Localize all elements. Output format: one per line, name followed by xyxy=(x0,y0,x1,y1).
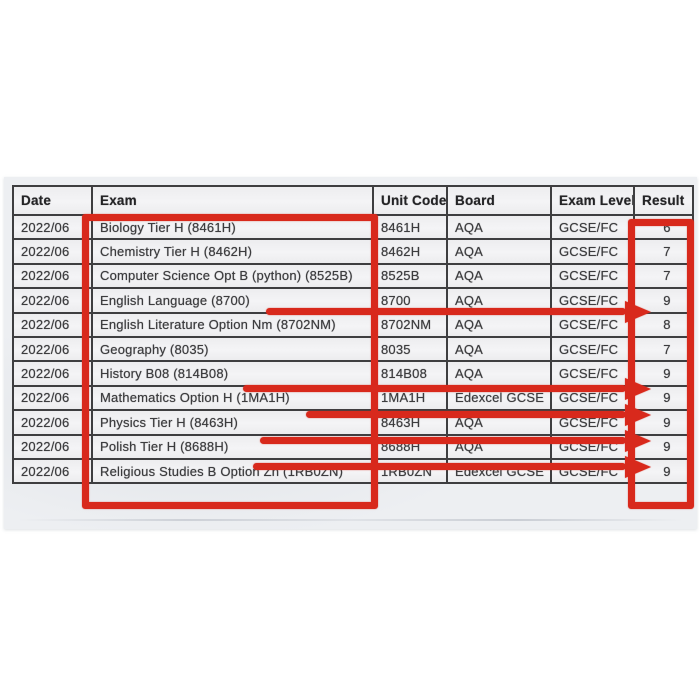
cell-exam-level: GCSE/FC xyxy=(550,457,635,485)
cell-exam: Computer Science Opt B (python) (8525B) xyxy=(91,262,374,290)
cell-exam: History B08 (814B08) xyxy=(91,360,374,387)
col-header-board: Board xyxy=(446,185,552,216)
cell-date: 2022/06 xyxy=(12,457,93,485)
cell-unit-code: 8035 xyxy=(372,335,448,363)
cell-board: AQA xyxy=(446,262,552,290)
cell-exam-level: GCSE/FC xyxy=(550,311,635,338)
cell-board: AQA xyxy=(446,360,552,387)
arrowhead-icon xyxy=(625,429,651,452)
red-arrow-history xyxy=(243,377,651,400)
cell-result: 9 xyxy=(633,360,694,387)
table-row: 2022/06 Polish Tier H (8688H) 8688H AQA … xyxy=(12,433,694,460)
cell-exam-level: GCSE/FC xyxy=(550,238,635,265)
cell-board: AQA xyxy=(446,335,552,363)
cell-date: 2022/06 xyxy=(12,409,93,436)
cell-unit-code: 8462H xyxy=(372,238,448,265)
arrowhead-icon xyxy=(625,455,651,478)
table-row: 2022/06 History B08 (814B08) 814B08 AQA … xyxy=(12,360,694,387)
red-arrow-english-language xyxy=(266,300,651,323)
cell-date: 2022/06 xyxy=(12,433,93,460)
arrowhead-icon xyxy=(625,403,651,426)
results-table: Date Exam Unit Code Board Exam Level Res… xyxy=(12,185,694,485)
cell-exam: Geography (8035) xyxy=(91,335,374,363)
cell-unit-code: 8702NM xyxy=(372,311,448,338)
table-row: 2022/06 Computer Science Opt B (python) … xyxy=(12,262,694,290)
cell-date: 2022/06 xyxy=(12,384,93,412)
col-header-exam-level: Exam Level xyxy=(550,185,635,216)
cell-exam-level: GCSE/FC xyxy=(550,213,635,241)
cell-board: AQA xyxy=(446,213,552,241)
cell-date: 2022/06 xyxy=(12,360,93,387)
arrowhead-icon xyxy=(625,300,651,323)
cell-exam-level: GCSE/FC xyxy=(550,360,635,387)
cell-unit-code: 8461H xyxy=(372,213,448,241)
col-header-result: Result xyxy=(633,185,694,216)
cell-exam: Religious Studies B Option Zn (1RB0ZN) xyxy=(91,457,374,485)
cell-date: 2022/06 xyxy=(12,213,93,241)
cell-board: AQA xyxy=(446,311,552,338)
cell-exam: English Literature Option Nm (8702NM) xyxy=(91,311,374,338)
cell-exam: Chemistry Tier H (8462H) xyxy=(91,238,374,265)
red-arrow-mathematics xyxy=(306,403,651,426)
cell-board: AQA xyxy=(446,433,552,460)
cell-result: 6 xyxy=(633,213,694,241)
red-arrow-polish xyxy=(253,455,651,478)
cell-date: 2022/06 xyxy=(12,238,93,265)
table-row: 2022/06 Geography (8035) 8035 AQA GCSE/F… xyxy=(12,335,694,363)
col-header-date: Date xyxy=(12,185,93,216)
cell-exam-level: GCSE/FC xyxy=(550,262,635,290)
table-row: 2022/06 English Literature Option Nm (87… xyxy=(12,311,694,338)
red-arrow-physics xyxy=(260,429,651,452)
arrowhead-icon xyxy=(625,377,651,400)
table-row: 2022/06 Biology Tier H (8461H) 8461H AQA… xyxy=(12,213,694,241)
cell-date: 2022/06 xyxy=(12,287,93,314)
table-header-row: Date Exam Unit Code Board Exam Level Res… xyxy=(12,185,694,216)
col-header-unit-code: Unit Code xyxy=(372,185,448,216)
cell-exam: Polish Tier H (8688H) xyxy=(91,433,374,460)
cell-exam: Biology Tier H (8461H) xyxy=(91,213,374,241)
cell-result: 8 xyxy=(633,311,694,338)
cell-result: 7 xyxy=(633,238,694,265)
cell-unit-code: 814B08 xyxy=(372,360,448,387)
cell-board: AQA xyxy=(446,238,552,265)
cell-result: 7 xyxy=(633,262,694,290)
cell-unit-code: 8525B xyxy=(372,262,448,290)
table-row: 2022/06 English Language (8700) 8700 AQA… xyxy=(12,287,694,314)
cell-date: 2022/06 xyxy=(12,335,93,363)
cell-date: 2022/06 xyxy=(12,262,93,290)
table-row: 2022/06 Religious Studies B Option Zn (1… xyxy=(12,457,694,485)
table-row: 2022/06 Chemistry Tier H (8462H) 8462H A… xyxy=(12,238,694,265)
cell-result: 7 xyxy=(633,335,694,363)
cell-exam-level: GCSE/FC xyxy=(550,335,635,363)
cell-date: 2022/06 xyxy=(12,311,93,338)
col-header-exam: Exam xyxy=(91,185,374,216)
